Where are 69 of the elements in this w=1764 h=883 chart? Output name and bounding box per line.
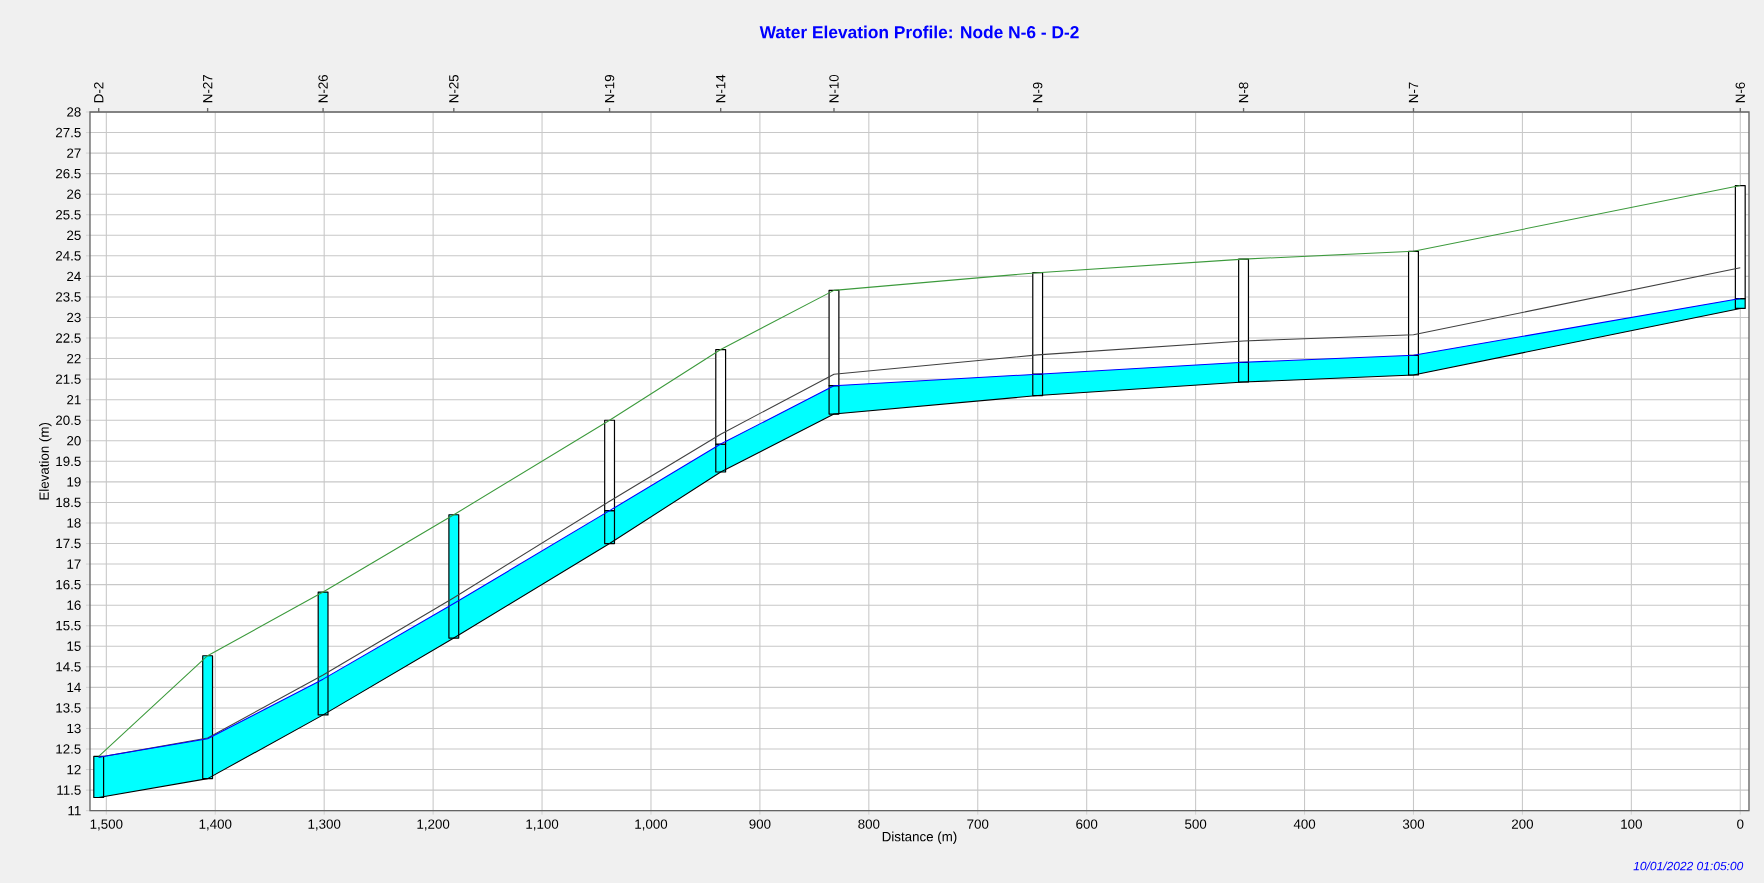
y-tick-label: 18 [67,518,81,528]
y-tick-label: 17 [67,559,81,569]
y-tick-label: 11.5 [57,785,81,795]
x-tick-label: 600 [1076,819,1098,829]
x-tick-label: 1,100 [526,819,559,831]
y-tick-label: 17.5 [56,538,81,549]
bar [202,655,214,780]
text: N-7 [1408,82,1419,103]
y-tick-label: 13.5 [56,703,81,713]
y-tick-label: 18.5 [56,497,81,508]
y-tick-label: 16 [67,600,81,610]
bar [317,591,329,716]
y-tick-label: 20 [67,436,81,446]
y-tick-label: 20.5 [55,415,81,425]
x-tick-label: 700 [967,819,989,829]
y-tick-label: 27.5 [55,127,81,138]
text: 10/01/2022 01:05:00 [1633,861,1744,871]
text: N-27 [202,75,213,103]
x-tick-label: 900 [749,819,771,829]
x-tick-label: 1,400 [199,819,232,831]
y-tick-label: 22 [67,353,81,364]
text: N-8 [1238,82,1249,103]
y-tick-label: 28 [67,107,81,117]
y-tick-label: 15 [67,641,81,651]
x-axis-title: Distance (m) [882,831,957,844]
text: N-14 [716,74,726,103]
x-tick-label: 100 [1621,819,1642,829]
y-tick-label: 19 [67,477,81,487]
y-tick-label: 24 [67,271,81,282]
y-tick-label: 14 [67,682,81,692]
bar [448,514,460,639]
y-tick-label: 16.5 [56,579,81,590]
x-tick-label: 200 [1511,819,1534,829]
x-tick-label: 1,200 [417,819,450,831]
x-tick-label: 300 [1402,819,1425,829]
y-tick-label: 23.5 [55,292,81,302]
y-tick-label: 12 [67,764,81,775]
x-tick-label: 500 [1185,819,1207,829]
y-tick-label: 26 [67,189,81,199]
text: N-26 [318,74,328,103]
text: D-2 [94,82,104,103]
y-tick-label: 23 [67,312,81,323]
y-tick-label: 12.5 [56,744,81,754]
y-tick-label: 26.5 [55,168,81,179]
y-tick-label: 11 [68,806,81,816]
y-axis-title: Elevation (m) [39,422,52,500]
x-tick-label: 0 [1737,819,1744,829]
chart-title: Water Elevation Profile: Node N-6 - D-2 [759,25,1079,39]
y-tick-label: 22.5 [55,333,81,343]
y-tick-label: 21.5 [55,374,81,384]
y-tick-label: 19.5 [56,456,81,467]
y-tick-label: 27 [67,148,81,158]
x-tick-label: 800 [858,819,880,829]
y-tick-label: 25.5 [55,210,81,220]
y-tick-label: 21 [67,395,81,405]
y-tick-label: 14.5 [56,662,81,672]
text: N-10 [829,74,839,103]
text: N-6 [1735,82,1745,103]
x-tick-label: 1,000 [635,819,668,831]
y-tick-label: 25 [67,230,81,241]
y-tick-label: 15.5 [56,621,81,631]
text: N-19 [604,75,615,103]
x-tick-label: 1,300 [308,819,341,831]
text: N-9 [1032,82,1043,103]
y-tick-label: 24.5 [55,251,81,261]
x-tick-label: 1,500 [90,819,123,831]
x-tick-label: 400 [1293,819,1316,829]
y-tick-label: 13 [67,723,81,734]
text: N-25 [449,74,459,103]
